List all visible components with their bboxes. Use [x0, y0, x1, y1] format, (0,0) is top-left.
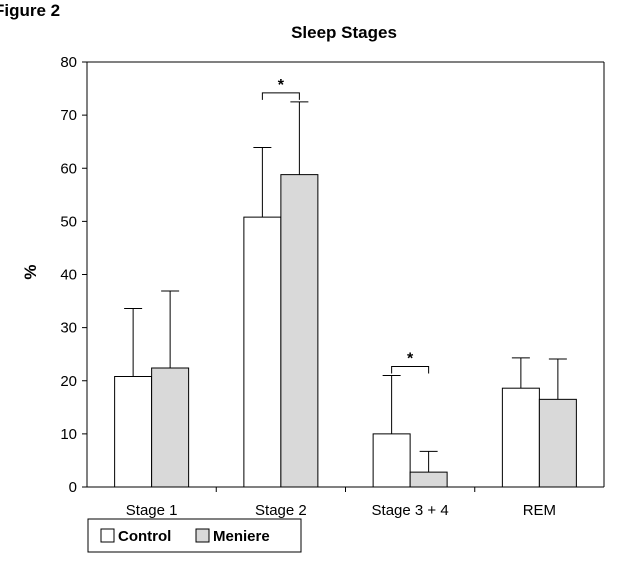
legend-label-meniere: Meniere — [213, 528, 270, 545]
y-tick-label: 50 — [60, 213, 77, 230]
x-tick-label: Stage 3 + 4 — [372, 502, 449, 519]
bar-control-0 — [114, 376, 153, 488]
significance-marker: * — [407, 350, 414, 367]
y-tick-label: 70 — [60, 107, 77, 124]
y-axis-label: % — [21, 264, 40, 279]
y-tick-label: 0 — [69, 479, 77, 496]
legend: Control Meniere — [87, 518, 302, 553]
legend-label-control: Control — [118, 528, 171, 545]
bar-control-2 — [372, 433, 411, 488]
bar-meniere-1 — [280, 174, 319, 488]
y-tick-label: 10 — [60, 426, 77, 443]
legend-box — [87, 518, 302, 553]
significance-marker: * — [278, 77, 285, 94]
significance-bracket — [391, 365, 430, 374]
x-tick-label: Stage 1 — [126, 502, 178, 519]
y-tick-label: 40 — [60, 267, 77, 284]
plot-area: 0 10 20 30 40 50 60 70 80 Stage 1 Stage 2 Stage 3 +… — [60, 54, 605, 519]
bar-control-1 — [243, 216, 282, 488]
y-tick-label: 60 — [60, 160, 77, 177]
bar-meniere-3 — [538, 398, 577, 488]
y-tick-label: 80 — [60, 54, 77, 71]
figure-label: Figure 2 — [0, 1, 60, 20]
chart-title: Sleep Stages — [291, 23, 397, 42]
x-tick-label: Stage 2 — [255, 502, 307, 519]
bar-meniere-2 — [409, 471, 448, 488]
legend-swatch-control — [100, 528, 115, 543]
significance-bracket — [261, 92, 300, 100]
bar-meniere-0 — [151, 367, 190, 488]
y-tick-label: 20 — [60, 373, 77, 390]
x-tick-label: REM — [523, 502, 556, 519]
legend-swatch-meniere — [195, 528, 210, 543]
y-tick-label: 30 — [60, 320, 77, 337]
bar-control-3 — [501, 387, 540, 488]
